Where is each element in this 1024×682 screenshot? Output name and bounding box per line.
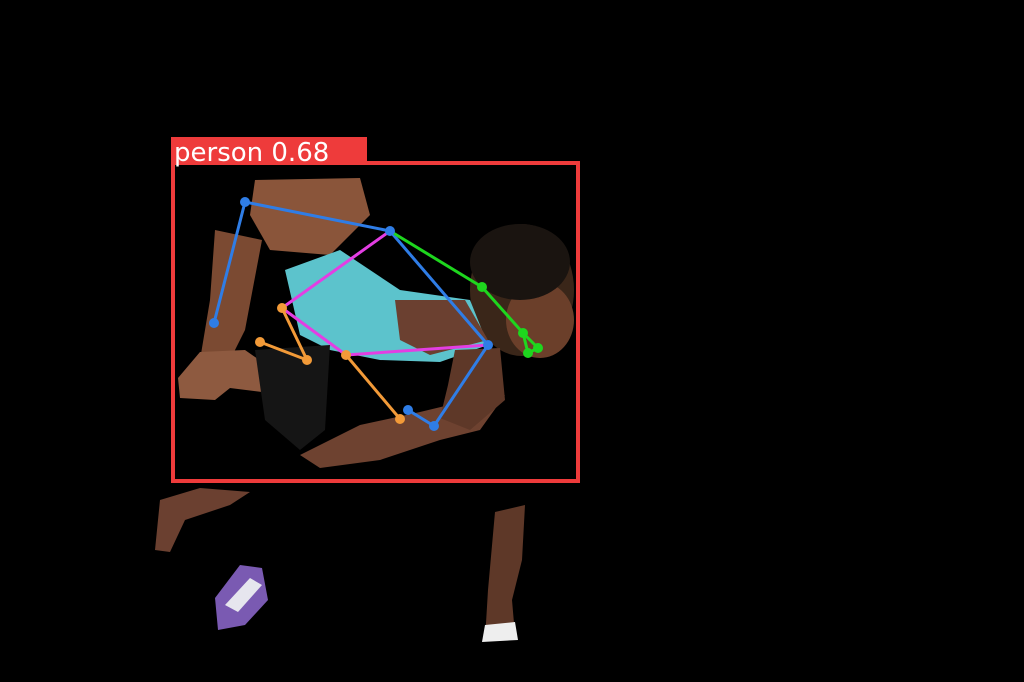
keypoint-right-knee bbox=[395, 414, 405, 424]
keypoint-left-shoulder bbox=[240, 197, 250, 207]
label-background bbox=[171, 137, 367, 165]
sock bbox=[482, 622, 518, 642]
bounding-box bbox=[171, 161, 580, 483]
keypoint-eye-left bbox=[523, 348, 533, 358]
limb-torso-hips bbox=[280, 306, 348, 357]
limb-hip-left-to-knee bbox=[280, 306, 309, 362]
leg-left bbox=[155, 488, 250, 552]
limb-shoulder-to-ear bbox=[388, 229, 484, 289]
keypoint-right-hip bbox=[341, 350, 351, 360]
limb-knee-left-to-ankle bbox=[258, 340, 309, 362]
keypoint-right-elbow bbox=[483, 340, 493, 350]
detection-label: person 0.68 bbox=[174, 138, 329, 168]
limb-torso-hip-to-shoulder bbox=[344, 343, 490, 357]
keypoint-left-elbow bbox=[209, 318, 219, 328]
keypoint-left-ankle bbox=[255, 337, 265, 347]
keypoint-eye-right bbox=[518, 328, 528, 338]
limb-torso-shoulder-right-hip bbox=[280, 229, 392, 310]
keypoint-right-wrist bbox=[429, 421, 439, 431]
forearm-left bbox=[200, 230, 262, 370]
shorts bbox=[255, 345, 330, 450]
arm-right bbox=[440, 348, 505, 430]
hair bbox=[470, 224, 570, 300]
keypoint-nose bbox=[533, 343, 543, 353]
chest bbox=[395, 300, 488, 355]
limb-shoulder-left-to-elbow bbox=[212, 200, 247, 325]
limb-ear-to-eye bbox=[480, 285, 525, 335]
limb-elbow-right-to-wrist bbox=[432, 343, 490, 428]
keypoint-right-shoulder bbox=[385, 226, 395, 236]
limb-shoulder-left-to-right bbox=[243, 200, 392, 233]
person-segment bbox=[155, 178, 574, 642]
limb-shoulder-right-to-elbow bbox=[388, 229, 490, 347]
pose-keypoints bbox=[209, 197, 543, 431]
limb-hip-right-to-knee bbox=[344, 353, 402, 421]
leg-right bbox=[485, 505, 525, 640]
shoe-stripe bbox=[225, 578, 262, 612]
keypoint-ear bbox=[477, 282, 487, 292]
keypoint-left-hip bbox=[277, 303, 287, 313]
limb-wrist-right bbox=[406, 408, 436, 428]
keypoint-left-wrist bbox=[403, 405, 413, 415]
keypoint-left-knee bbox=[302, 355, 312, 365]
